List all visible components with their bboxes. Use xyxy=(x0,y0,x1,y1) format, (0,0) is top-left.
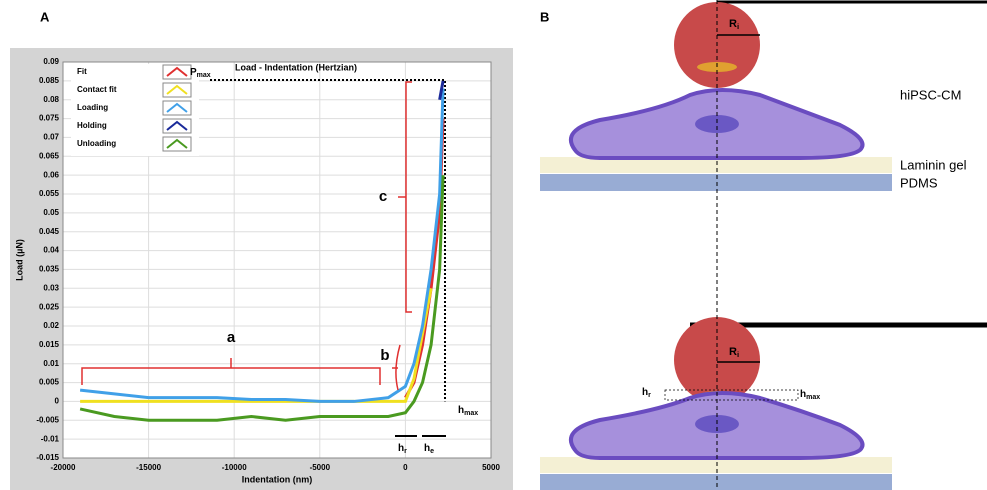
plot-border xyxy=(62,61,492,459)
panel-label: A xyxy=(40,9,50,24)
hr-label-base: h xyxy=(642,387,648,398)
hmax-label: hmax xyxy=(458,405,478,417)
legend-swatch-box xyxy=(162,82,192,98)
y-axis-label: Load (µN) xyxy=(14,239,24,281)
legend-swatch xyxy=(166,138,188,149)
legend-swatch xyxy=(166,120,188,131)
y-tick-label: 0.03 xyxy=(43,283,59,292)
gel-label: Laminin gel xyxy=(900,157,967,172)
legend-swatch-box xyxy=(162,118,192,134)
y-tick-label: 0.01 xyxy=(43,359,59,368)
he-label-sub: e xyxy=(430,448,434,455)
series-line xyxy=(79,175,445,422)
pmax-label-base: P xyxy=(190,67,197,78)
legend-swatch xyxy=(166,66,188,77)
legend-swatch xyxy=(166,84,188,95)
nucleus xyxy=(695,115,739,133)
hmax-label-sub: max xyxy=(806,394,820,401)
y-tick-label: -0.01 xyxy=(41,434,60,443)
y-tick-label: 0.02 xyxy=(43,321,59,330)
legend-swatch-box xyxy=(162,100,192,116)
pmax-label-sub: max xyxy=(197,72,211,79)
nucleus xyxy=(695,415,739,433)
hmax-label-sub: max xyxy=(464,410,478,417)
y-tick-label: 0.075 xyxy=(39,114,60,123)
pdms-layer xyxy=(540,174,892,191)
y-tick-label: 0 xyxy=(55,397,60,406)
radius-label: Ri xyxy=(729,18,739,31)
y-tick-label: 0.025 xyxy=(39,302,60,311)
pdms-layer xyxy=(540,474,892,490)
legend-label: Unloading xyxy=(77,139,116,148)
radius-label-base: R xyxy=(729,346,737,358)
series-line xyxy=(438,80,445,100)
y-tick-label: 0.005 xyxy=(39,378,60,387)
panel-label: B xyxy=(540,9,549,24)
he-label: he xyxy=(424,443,434,455)
hr-label-base: h xyxy=(398,443,404,454)
hr-label: hr xyxy=(642,387,651,399)
x-tick-label: -5000 xyxy=(310,463,331,472)
y-tick-label: -0.015 xyxy=(36,453,59,462)
chart-title: Load - Indentation (Hertzian) xyxy=(235,62,357,72)
x-tick-label: 5000 xyxy=(482,463,500,472)
y-tick-label: 0.045 xyxy=(39,227,60,236)
y-tick-label: 0.04 xyxy=(43,246,59,255)
hmax-label-base: h xyxy=(458,405,464,416)
indent-box xyxy=(664,389,799,401)
annotation: c xyxy=(379,188,387,205)
hmax-label: hmax xyxy=(800,389,820,401)
y-tick-label: 0.015 xyxy=(39,340,60,349)
y-tick-label: 0.065 xyxy=(39,151,60,160)
y-tick-label: -0.005 xyxy=(36,415,59,424)
diagram xyxy=(540,0,987,490)
guide-line xyxy=(210,79,446,402)
legend-swatch xyxy=(166,102,188,113)
x-tick-label: -20000 xyxy=(51,463,76,472)
x-axis-label: Indentation (nm) xyxy=(242,474,313,484)
hr-label-sub: r xyxy=(648,392,651,399)
radius-label-sub: i xyxy=(737,350,739,359)
gel-layer xyxy=(540,457,892,473)
series-line xyxy=(79,88,445,403)
y-tick-label: 0.06 xyxy=(43,170,59,179)
annotation: b xyxy=(380,347,389,364)
legend-label: Fit xyxy=(77,67,87,76)
radius-label-sub: i xyxy=(737,22,739,31)
hmax-label-base: h xyxy=(800,389,806,400)
y-tick-label: 0.05 xyxy=(43,208,59,217)
annotation: a xyxy=(227,329,236,346)
contact xyxy=(697,62,737,72)
y-tick-label: 0.085 xyxy=(39,76,60,85)
y-tick-label: 0.035 xyxy=(39,265,60,274)
hr-label-sub: r xyxy=(404,448,407,455)
gel-layer xyxy=(540,157,892,173)
cell-label: hiPSC-CM xyxy=(900,87,961,102)
legend-label: Loading xyxy=(77,103,108,112)
y-tick-label: 0.07 xyxy=(43,133,59,142)
legend-label: Contact fit xyxy=(77,85,117,94)
hr-label: hr xyxy=(398,443,407,455)
x-tick-label: -10000 xyxy=(222,463,247,472)
x-tick-label: -15000 xyxy=(136,463,161,472)
radius-label: Ri xyxy=(729,346,739,359)
y-tick-label: 0.08 xyxy=(43,95,59,104)
x-tick-label: 0 xyxy=(403,463,408,472)
pmax-label: Pmax xyxy=(190,67,211,79)
bracket xyxy=(81,358,381,385)
radius-label-base: R xyxy=(729,18,737,30)
legend-label: Holding xyxy=(77,121,107,130)
bracket xyxy=(398,81,412,313)
legend-swatch-box xyxy=(162,136,192,152)
y-tick-label: 0.055 xyxy=(39,189,60,198)
legend-swatch-box xyxy=(162,64,192,80)
pdms-label: PDMS xyxy=(900,175,938,190)
y-tick-label: 0.09 xyxy=(43,57,59,66)
bracket xyxy=(392,344,401,391)
he-label-base: h xyxy=(424,443,430,454)
